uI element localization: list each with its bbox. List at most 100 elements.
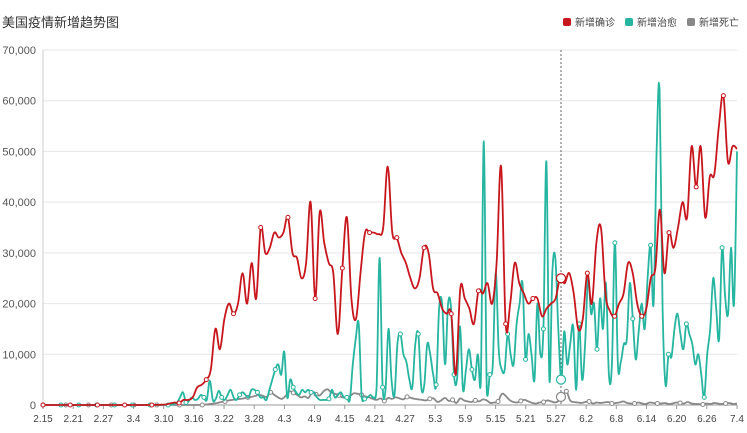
x-tick-label: 2.21 (63, 414, 83, 425)
x-tick-label: 2.15 (33, 414, 53, 425)
x-tick-label: 5.21 (516, 414, 536, 425)
data-point-deaths (472, 397, 478, 403)
data-point-confirmed (394, 235, 400, 241)
data-point-recovered (254, 389, 260, 395)
data-point-recovered (290, 384, 296, 390)
data-point-confirmed (693, 184, 699, 190)
x-tick-label: 4.3 (277, 414, 291, 425)
x-tick-label: 7.4 (730, 414, 744, 425)
data-point-confirmed (720, 93, 726, 99)
data-point-confirmed (176, 400, 182, 406)
x-tick-label: 6.26 (697, 414, 717, 425)
data-point-recovered (272, 367, 278, 372)
highlight-point-deaths (555, 391, 567, 402)
highlight-point-recovered (555, 374, 567, 385)
x-tick-label: 3.4 (127, 414, 141, 425)
data-point-confirmed (612, 313, 618, 319)
data-point-confirmed (258, 225, 264, 230)
data-point-recovered (344, 394, 350, 400)
data-point-confirmed (503, 321, 509, 327)
data-point-confirmed (94, 402, 100, 408)
data-point-confirmed (448, 311, 454, 317)
x-tick-label: 4.27 (395, 414, 415, 425)
chart-title: 美国疫情新增趋势图 (2, 15, 120, 30)
data-point-confirmed (149, 402, 155, 408)
legend-label-deaths: 新增死亡 (699, 18, 739, 29)
x-tick-label: 5.3 (428, 414, 442, 425)
y-tick-label: 0 (30, 400, 36, 412)
x-tick-label: 5.15 (486, 414, 506, 425)
x-tick-label: 4.9 (308, 414, 322, 425)
data-point-deaths (723, 400, 729, 406)
data-point-confirmed (666, 230, 672, 236)
data-point-confirmed (339, 265, 345, 271)
legend-swatch-confirmed (563, 17, 571, 26)
data-point-confirmed (67, 402, 73, 408)
data-point-recovered (201, 394, 207, 400)
data-point-recovered (630, 316, 636, 322)
data-point-recovered (219, 394, 225, 400)
data-point-deaths (563, 388, 569, 394)
data-point-confirmed (530, 296, 536, 301)
y-tick-label: 60,000 (2, 96, 36, 108)
x-tick-label: 6.2 (579, 414, 593, 425)
data-point-deaths (677, 400, 683, 406)
x-tick-label: 5.9 (458, 414, 472, 425)
legend-item-recovered[interactable]: 新增治愈 (625, 14, 677, 29)
legend-swatch-deaths (687, 17, 695, 26)
data-point-confirmed (231, 311, 237, 317)
data-point-recovered (433, 382, 439, 388)
legend-label-confirmed: 新增确诊 (575, 18, 615, 29)
data-point-deaths (654, 400, 660, 406)
x-tick-label: 3.22 (214, 414, 234, 425)
x-tick-label: 4.21 (365, 414, 385, 425)
legend-swatch-recovered (625, 17, 633, 26)
data-point-recovered (487, 372, 493, 378)
data-point-recovered (380, 384, 386, 390)
series-line-recovered (43, 81, 738, 406)
y-tick-label: 20,000 (2, 299, 36, 311)
y-tick-label: 70,000 (2, 45, 36, 57)
data-point-confirmed (367, 230, 373, 236)
data-point-recovered (326, 396, 332, 402)
data-point-deaths (427, 396, 433, 402)
data-point-deaths (586, 398, 592, 404)
data-point-deaths (609, 400, 615, 406)
data-point-deaths (495, 398, 501, 404)
x-tick-label: 5.27 (546, 414, 566, 425)
data-point-recovered (237, 392, 243, 398)
data-point-confirmed (203, 377, 209, 383)
data-point-confirmed (475, 288, 481, 294)
data-point-recovered (665, 351, 671, 357)
data-point-recovered (648, 242, 654, 248)
data-point-confirmed (122, 402, 128, 408)
x-tick-label: 4.15 (335, 414, 355, 425)
highlight-point-confirmed (555, 273, 567, 284)
data-point-recovered (308, 389, 314, 395)
x-tick-label: 3.16 (184, 414, 204, 425)
data-point-recovered (701, 394, 707, 400)
data-point-deaths (700, 401, 706, 407)
data-point-confirmed (421, 245, 427, 251)
data-point-deaths (404, 394, 410, 400)
series-line-confirmed (43, 93, 738, 406)
data-point-confirmed (584, 270, 590, 276)
data-point-recovered (397, 331, 403, 337)
x-tick-label: 6.14 (637, 414, 657, 425)
x-tick-label: 2.27 (94, 414, 114, 425)
data-point-confirmed (312, 296, 318, 301)
x-tick-label: 3.10 (154, 414, 174, 425)
data-point-recovered (719, 245, 725, 251)
data-point-deaths (290, 390, 296, 396)
data-point-recovered (469, 367, 475, 372)
x-tick-label: 6.8 (609, 414, 623, 425)
legend-item-deaths[interactable]: 新增死亡 (687, 14, 739, 29)
data-point-deaths (518, 398, 524, 404)
y-tick-label: 40,000 (2, 197, 36, 209)
data-point-deaths (450, 397, 456, 403)
x-tick-label: 6.20 (667, 414, 687, 425)
y-tick-label: 10,000 (2, 349, 36, 361)
legend: 新增确诊 新增治愈 新增死亡 (563, 14, 739, 29)
data-point-recovered (594, 346, 600, 352)
legend-item-confirmed[interactable]: 新增确诊 (563, 14, 615, 29)
